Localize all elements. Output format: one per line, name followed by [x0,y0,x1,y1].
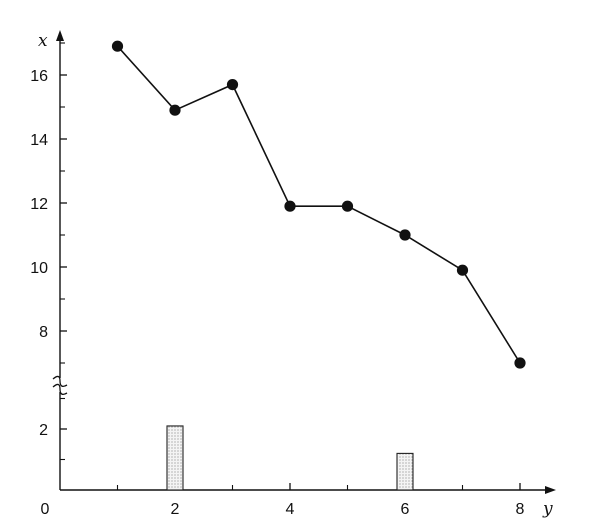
x-tick-label-4: 4 [286,501,295,518]
x-tick-label-6: 6 [401,501,410,518]
data-point-0-4 [341,200,354,212]
x-tick-label-8: 8 [516,501,525,518]
bar-1 [396,452,414,491]
data-point-0-0 [111,40,124,52]
ticks: 0 2 4 6 8 8 10 12 14 16 2 [30,42,525,518]
y-tick-label-12: 12 [30,196,48,213]
y-tick-label-8: 8 [39,324,48,341]
data-point-0-5 [399,229,411,241]
y-axis-title: x [38,31,48,51]
bars [166,425,414,491]
y-tick-label-16: 16 [30,68,48,85]
y-lower-tick-label-2: 2 [39,422,48,439]
data-point-0-2 [226,79,239,91]
data-point-0-7 [514,357,526,369]
x-axis-title: y [542,499,553,519]
axis-break-icon [52,375,68,387]
data-point-0-6 [456,264,469,276]
y-axis-arrow-icon [56,30,64,41]
x-axis-arrow-icon [545,486,556,494]
series-line-0 [116,45,521,364]
y-tick-label-10: 10 [30,260,48,277]
bar-0 [166,425,184,491]
axes: x y [38,30,556,519]
data-point-0-1 [169,104,181,116]
y-tick-label-14: 14 [30,132,48,149]
x-tick-label-0: 0 [41,501,50,518]
series [111,40,526,369]
axis-break-icon-2 [52,383,68,395]
x-tick-label-2: 2 [171,501,180,518]
data-point-0-3 [284,200,296,212]
